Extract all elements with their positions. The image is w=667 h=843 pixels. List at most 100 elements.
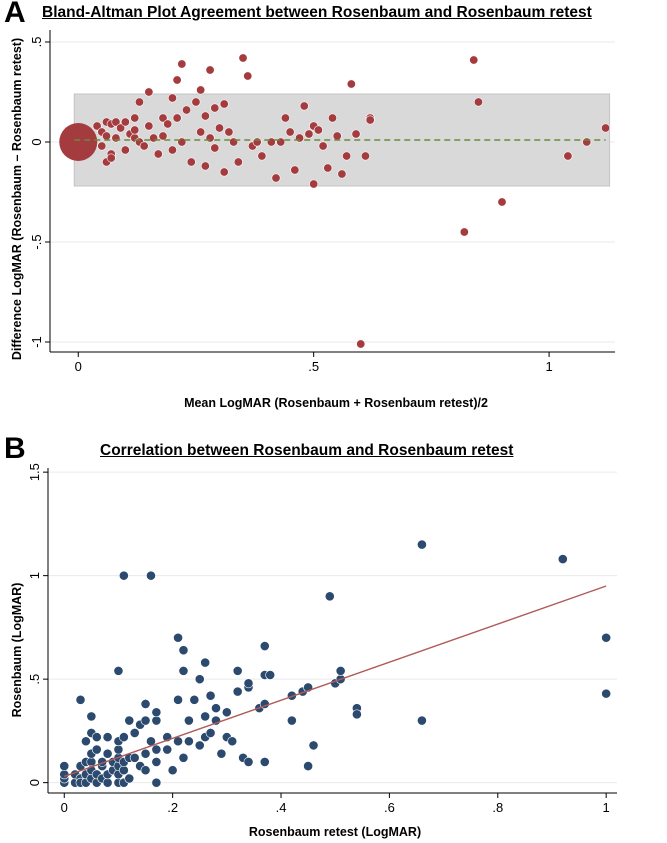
data-point [285,127,295,137]
data-point [194,740,205,751]
data-point [342,151,352,161]
y-tick-label: 0 [29,138,44,145]
data-point [191,97,201,107]
chart-a-xlabel: Mean LogMAR (Rosenbaum + Rosenbaum retes… [184,396,488,410]
data-point [232,665,243,676]
data-point [417,539,427,550]
data-point [172,75,182,85]
y-tick-label: 1 [27,572,42,579]
data-point [167,765,178,776]
data-point [130,113,140,123]
data-point [265,670,276,680]
data-point [151,757,162,767]
data-point [417,715,427,726]
x-tick-label: 0 [61,800,68,815]
x-tick-label: .4 [276,800,287,815]
data-point [118,765,129,776]
data-point [178,645,189,656]
regression-line [64,585,607,778]
data-point [259,641,270,651]
data-point [601,123,611,133]
data-point [178,752,189,763]
data-point [557,554,568,564]
data-point [243,678,254,689]
data-point [167,145,177,155]
data-point [124,715,135,726]
data-point [151,715,162,726]
plot-area [50,30,615,352]
data-point [365,115,375,125]
data-point [215,123,225,133]
data-point [140,765,151,776]
chart-a-title: Bland-Altman Plot Agreement between Rose… [42,4,592,21]
data-point [356,339,366,349]
data-point [257,151,267,161]
data-point [211,703,221,714]
x-tick-label: .2 [167,800,178,815]
data-point [86,711,97,722]
data-point [183,736,194,747]
data-point [177,59,187,69]
data-point [59,761,70,771]
data-point [459,227,469,237]
y-tick-label: 1.5 [27,463,42,481]
chart-b-xlabel: Rosenbaum retest (LogMAR) [248,825,422,839]
data-point [178,665,189,676]
chart-a-plot: -1 -.5 0 .5 0 .5 1 [29,30,615,374]
data-point [92,121,102,131]
x-tick-label: 1 [545,359,552,374]
data-point [327,113,337,123]
data-point [102,777,113,788]
data-point [323,163,333,173]
data-point [129,728,140,738]
data-point [140,699,151,709]
data-point [75,694,86,705]
data-point [102,748,113,759]
data-point [233,157,243,167]
panel-label-a: A [4,0,26,29]
data-point [324,591,335,602]
data-point [351,709,362,720]
x-tick-label: .5 [308,359,319,374]
data-point [227,736,238,747]
x-tick-label: 0 [75,359,82,374]
data-point [140,748,151,759]
data-point [335,665,346,676]
data-point [205,690,216,701]
data-point [210,143,220,153]
data-point [194,674,205,685]
data-point [162,744,173,755]
data-point [299,101,309,111]
data-point [146,570,156,581]
data-point [243,71,253,81]
data-point [118,732,129,743]
data-point [205,728,216,738]
x-tick-label: .6 [384,800,395,815]
data-point [106,153,116,163]
data-point [216,748,227,759]
data-point [243,757,254,767]
data-point [271,173,281,183]
data-point [221,707,232,718]
data-point [182,105,192,115]
data-point [200,111,210,121]
y-tick-label: -1 [29,336,44,348]
y-tick-label: .5 [27,674,42,685]
data-point [497,197,507,207]
x-tick-label: .8 [492,800,503,815]
data-point [196,127,206,137]
data-point [118,570,129,581]
data-point [205,65,215,75]
data-point [144,87,154,97]
data-point [563,151,573,161]
data-point [189,694,200,705]
y-tick-label: -.5 [29,234,44,249]
data-point [309,179,319,189]
data-point [151,777,162,788]
data-point [286,690,297,701]
x-tick-label: 1 [603,800,610,815]
data-point [259,757,270,767]
data-point [97,141,107,151]
data-point [113,665,124,676]
